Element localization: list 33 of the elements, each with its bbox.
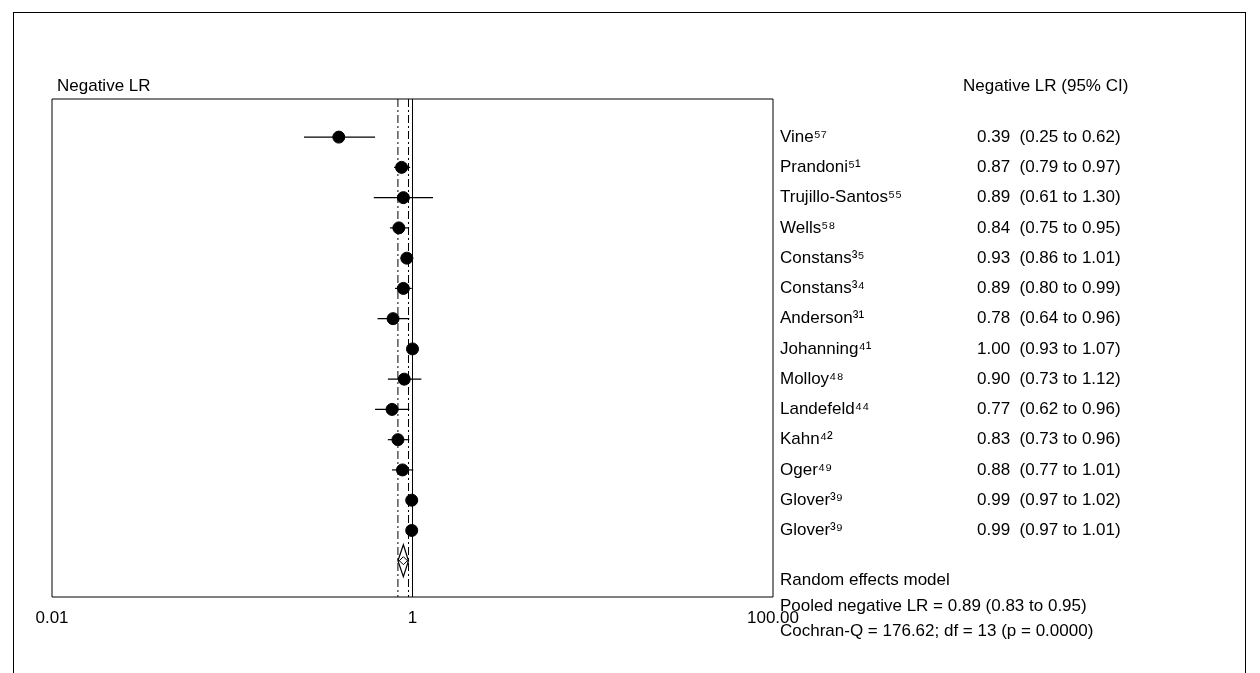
y-tick-label: Prandoni⁵¹ <box>780 157 862 177</box>
y-tick-label: Kahn⁴² <box>780 429 834 449</box>
data-label: 0.88 (0.77 to 1.01) <box>977 459 1121 479</box>
data-label: 0.39 (0.25 to 0.62) <box>977 126 1121 146</box>
y-tick-label: Constans³⁵ <box>780 247 865 267</box>
data-label: 0.87 (0.79 to 0.97) <box>977 157 1121 177</box>
y-tick-label: Glover³⁹ <box>780 489 844 509</box>
text: Random effects model <box>780 570 950 589</box>
data-label: 0.93 (0.86 to 1.01) <box>977 247 1121 267</box>
data-label: 0.99 (0.97 to 1.01) <box>977 520 1121 540</box>
x-axis-title: Negative LR <box>57 76 151 95</box>
y-tick-label: Trujillo-Santos⁵⁵ <box>780 187 903 207</box>
text: Negative LR (95% CI) <box>963 76 1129 95</box>
data-label: 0.90 (0.73 to 1.12) <box>977 368 1121 388</box>
x-tick-label: 1 <box>407 607 418 627</box>
y-tick-label: Glover³⁹ <box>780 520 844 540</box>
y-tick-label: Johanning⁴¹ <box>780 338 872 358</box>
y-tick-label: Oger⁴⁹ <box>780 459 833 479</box>
data-label: 0.83 (0.73 to 0.96) <box>977 429 1121 449</box>
y-tick-label: Constans³⁴ <box>780 278 865 298</box>
y-tick-label: Wells⁵⁸ <box>780 217 836 237</box>
data-label: 0.78 (0.64 to 0.96) <box>977 308 1121 328</box>
data-label: 0.89 (0.61 to 1.30) <box>977 187 1121 207</box>
data-label: 0.89 (0.80 to 0.99) <box>977 278 1121 298</box>
data-label: 0.77 (0.62 to 0.96) <box>977 399 1121 419</box>
y-tick-label: Molloy⁴⁸ <box>780 368 844 388</box>
y-tick-label: Vine⁵⁷ <box>780 126 827 146</box>
data-label: 0.99 (0.97 to 1.02) <box>977 489 1121 509</box>
data-label: 0.84 (0.75 to 0.95) <box>977 217 1121 237</box>
y-tick-label: Anderson³¹ <box>780 308 865 328</box>
y-tick-label: Landefeld⁴⁴ <box>780 399 870 419</box>
x-tick-label: 0.01 <box>35 607 69 627</box>
data-label: 1.00 (0.93 to 1.07) <box>977 338 1121 358</box>
